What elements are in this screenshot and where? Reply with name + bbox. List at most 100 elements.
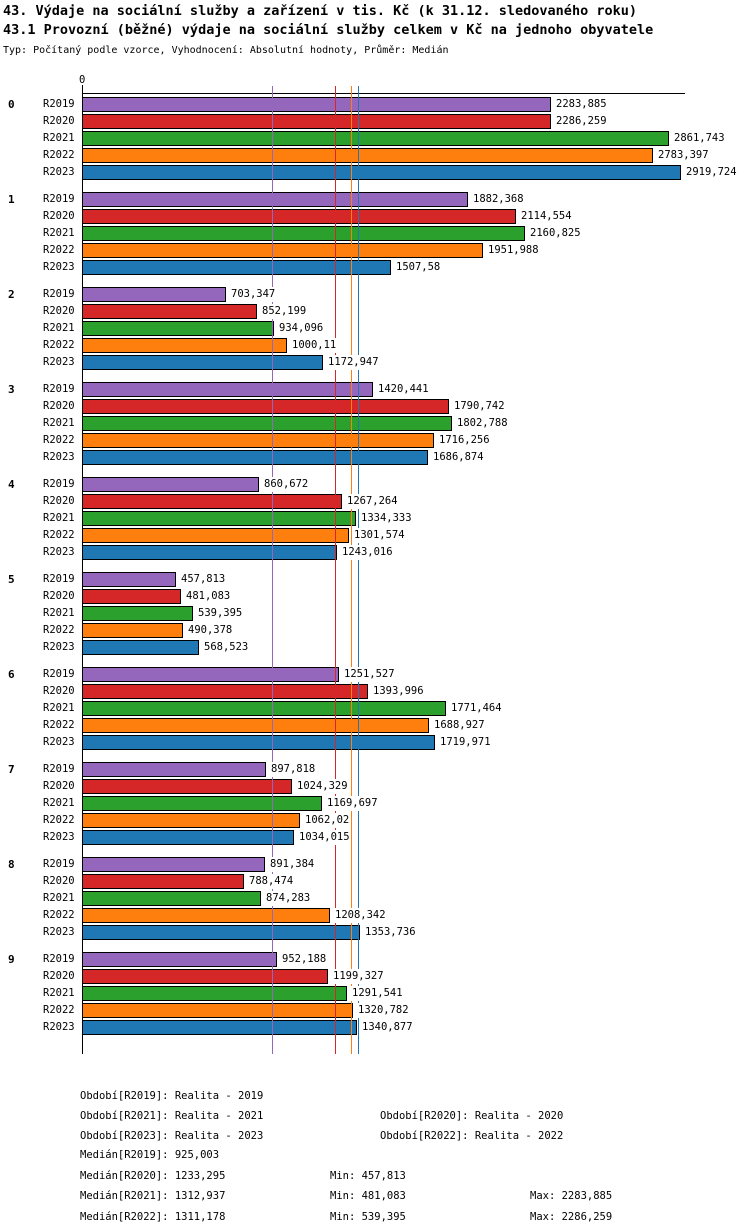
bar-value-label: 1686,874 <box>432 450 485 465</box>
bar-value-label: 2286,259 <box>555 114 608 129</box>
bar-value-label: 788,474 <box>248 874 295 889</box>
bar-R2022 <box>82 1003 353 1018</box>
bar-value-label: 2783,397 <box>657 148 710 163</box>
bar-row-label: R2022 <box>43 1004 75 1016</box>
bar-R2023 <box>82 1020 357 1035</box>
bar-value-label: 1199,327 <box>332 969 385 984</box>
bar-value-label: 1507,58 <box>395 260 442 275</box>
bar-R2019 <box>82 382 373 397</box>
bar-R2020 <box>82 874 244 889</box>
bar-value-label: 1251,527 <box>343 667 396 682</box>
bar-R2023 <box>82 165 681 180</box>
bar-row-label: R2022 <box>43 149 75 161</box>
group-label: 1 <box>8 193 15 206</box>
bar-R2019 <box>82 667 339 682</box>
bar-value-label: 539,395 <box>197 606 244 621</box>
bar-value-label: 568,523 <box>203 640 250 655</box>
bar-row-label: R2023 <box>43 546 75 558</box>
bar-row-label: R2019 <box>43 193 75 205</box>
period-row: Období[R2021]: Realita - 2021 Období[R20… <box>0 1086 750 1142</box>
bar-R2020 <box>82 589 181 604</box>
bar-R2022 <box>82 908 330 923</box>
bar-row-label: R2020 <box>43 970 75 982</box>
bar-value-label: 1034,015 <box>298 830 351 845</box>
bar-R2022 <box>82 148 653 163</box>
median-stat: Medián[R2019]: 925,003 <box>80 1148 220 1161</box>
group-label: 4 <box>8 478 15 491</box>
bar-R2023 <box>82 355 323 370</box>
bar-R2020 <box>82 494 342 509</box>
bar-R2020 <box>82 399 449 414</box>
period-legend: Období[R2019]: Realita - 2019 Období[R20… <box>0 1066 750 1142</box>
axis-top-line <box>82 93 685 94</box>
bar-R2023 <box>82 640 199 655</box>
group-label: 7 <box>8 763 15 776</box>
bar-row-label: R2022 <box>43 624 75 636</box>
bar-value-label: 1172,947 <box>327 355 380 370</box>
stat-row: Medián[R2021]: 1312,937 Min: 539,395 Max… <box>0 1166 750 1232</box>
bar-R2023 <box>82 545 337 560</box>
bar-R2021 <box>82 511 356 526</box>
median-stat: Medián[R2022]: 1311,178 <box>80 1211 226 1224</box>
bar-row-label: R2020 <box>43 400 75 412</box>
bar-value-label: 2283,885 <box>555 97 608 112</box>
bar-R2021 <box>82 416 452 431</box>
bar-row-label: R2021 <box>43 227 75 239</box>
bar-row-label: R2021 <box>43 512 75 524</box>
page-title: 43. Výdaje na sociální služby a zařízení… <box>3 3 637 19</box>
bar-value-label: 490,378 <box>187 623 234 638</box>
bar-value-label: 1320,782 <box>357 1003 410 1018</box>
bar-row-label: R2020 <box>43 495 75 507</box>
bar-value-label: 952,188 <box>281 952 328 967</box>
bar-value-label: 1771,464 <box>450 701 503 716</box>
bar-value-label: 1420,441 <box>377 382 430 397</box>
bar-value-label: 1024,329 <box>296 779 349 794</box>
bar-row-label: R2019 <box>43 383 75 395</box>
bar-row-label: R2023 <box>43 166 75 178</box>
bar-R2022 <box>82 338 287 353</box>
bar-value-label: 1291,541 <box>351 986 404 1001</box>
bar-R2020 <box>82 969 328 984</box>
median-line-R2023 <box>358 86 359 1054</box>
bar-R2022 <box>82 623 183 638</box>
bar-R2021 <box>82 321 274 336</box>
group-label: 2 <box>8 288 15 301</box>
bar-value-label: 1802,788 <box>456 416 509 431</box>
bar-row-label: R2019 <box>43 763 75 775</box>
bar-row-label: R2022 <box>43 719 75 731</box>
bar-R2019 <box>82 192 468 207</box>
bar-row-label: R2022 <box>43 529 75 541</box>
bar-R2020 <box>82 684 368 699</box>
bar-value-label: 2919,724 <box>685 165 738 180</box>
bar-R2019 <box>82 477 259 492</box>
min-stat: Min: 481,083 <box>330 1190 406 1203</box>
bar-value-label: 2861,743 <box>673 131 726 146</box>
bar-row-label: R2023 <box>43 356 75 368</box>
bar-R2019 <box>82 952 277 967</box>
group-label: 3 <box>8 383 15 396</box>
bar-chart: 0 R2019 2283,885 R2020 2286,259 R2021 2861,743… <box>8 86 738 1054</box>
group-label: 8 <box>8 858 15 871</box>
median-line-R2022 <box>351 86 352 1054</box>
bar-row-label: R2020 <box>43 780 75 792</box>
period-entry: Období[R2023]: Realita - 2023 <box>80 1130 264 1142</box>
bar-value-label: 2114,554 <box>520 209 573 224</box>
bar-row-label: R2022 <box>43 434 75 446</box>
bar-row-label: R2022 <box>43 339 75 351</box>
bar-row-label: R2021 <box>43 987 75 999</box>
bar-R2023 <box>82 450 428 465</box>
bar-R2020 <box>82 779 292 794</box>
bar-value-label: 874,283 <box>265 891 312 906</box>
bar-row-label: R2021 <box>43 132 75 144</box>
bar-value-label: 1243,016 <box>341 545 394 560</box>
bar-value-label: 1393,996 <box>372 684 425 699</box>
bar-row-label: R2020 <box>43 685 75 697</box>
bar-R2022 <box>82 718 429 733</box>
min-stat: Min: 539,395 <box>330 1211 406 1224</box>
bar-value-label: 897,818 <box>270 762 317 777</box>
bar-R2021 <box>82 986 347 1001</box>
bar-row-label: R2023 <box>43 451 75 463</box>
bar-R2020 <box>82 304 257 319</box>
bar-value-label: 1062,02 <box>304 813 351 828</box>
max-stat: Max: 2861,743 <box>530 1228 612 1232</box>
